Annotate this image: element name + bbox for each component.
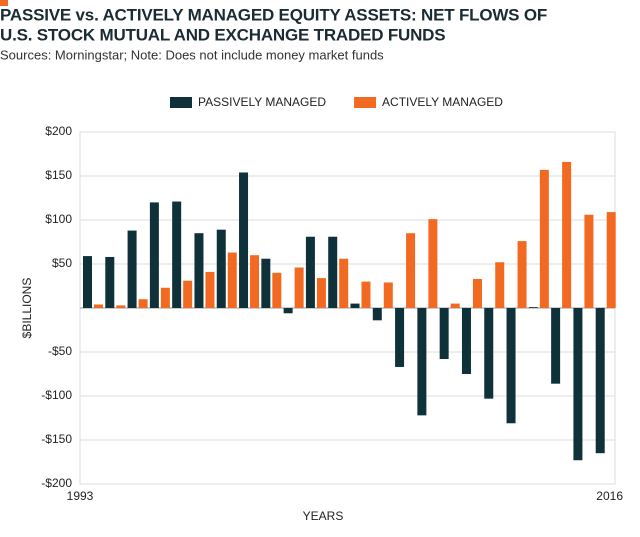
bar — [227, 252, 237, 308]
bar — [506, 308, 516, 424]
y-tick-label: $100 — [45, 212, 72, 226]
y-tick-label: -$100 — [41, 388, 72, 402]
bar — [138, 299, 148, 308]
chart-title: U.S. STOCK MUTUAL AND EXCHANGE TRADED FU… — [0, 25, 445, 44]
bar — [127, 230, 137, 308]
y-axis-label: $BILLIONS — [20, 278, 34, 339]
bar — [428, 219, 438, 308]
bar — [294, 267, 304, 308]
bar — [495, 262, 505, 308]
bar — [328, 236, 338, 308]
y-tick-label: -$200 — [41, 476, 72, 490]
bar — [116, 305, 126, 308]
bar — [216, 229, 226, 308]
x-tick-label: 1993 — [67, 489, 94, 503]
bar — [539, 169, 549, 308]
bar — [239, 172, 249, 308]
bar — [94, 304, 103, 308]
bar — [595, 308, 605, 454]
bar — [261, 258, 271, 308]
bar — [450, 303, 460, 308]
bar — [528, 307, 538, 308]
legend-label: PASSIVELY MANAGED — [198, 95, 326, 109]
x-tick-label: 2016 — [596, 489, 623, 503]
bar — [272, 272, 282, 308]
bar — [551, 308, 561, 384]
bar — [339, 258, 349, 308]
bar — [584, 214, 594, 308]
bar — [350, 303, 360, 308]
legend-swatch — [354, 97, 377, 108]
bar — [149, 202, 159, 308]
bar — [205, 271, 215, 308]
bar — [417, 308, 427, 416]
bar — [105, 256, 115, 308]
bar — [361, 281, 371, 308]
bar — [316, 278, 326, 308]
bar — [461, 308, 471, 374]
bar — [372, 308, 382, 321]
bar — [183, 280, 193, 308]
bar — [406, 233, 416, 308]
x-axis-label: YEARS — [303, 509, 344, 523]
bar — [160, 287, 170, 308]
chart-subtitle: Sources: Morningstar; Note: Does not inc… — [0, 47, 384, 62]
y-tick-label: $50 — [52, 256, 72, 270]
bar — [250, 255, 260, 308]
bar — [484, 308, 494, 399]
accent — [0, 0, 8, 6]
y-tick-label: -$150 — [41, 432, 72, 446]
bar — [606, 212, 616, 308]
y-tick-label: $200 — [45, 124, 72, 138]
y-tick-label: -$50 — [48, 344, 72, 358]
bar — [194, 233, 204, 308]
bar — [562, 161, 572, 308]
bar — [305, 236, 315, 308]
bar — [472, 278, 482, 308]
bar — [83, 256, 92, 308]
bar — [439, 308, 449, 360]
bar — [383, 282, 393, 308]
legend-swatch — [170, 97, 192, 108]
bar — [395, 308, 405, 367]
bar — [517, 241, 527, 308]
legend-label: ACTIVELY MANAGED — [382, 95, 503, 109]
bar — [172, 201, 182, 308]
bar — [283, 308, 293, 314]
y-tick-label: $150 — [45, 168, 72, 182]
chart-title: PASSIVE vs. ACTIVELY MANAGED EQUITY ASSE… — [0, 5, 547, 24]
bar — [573, 308, 583, 461]
